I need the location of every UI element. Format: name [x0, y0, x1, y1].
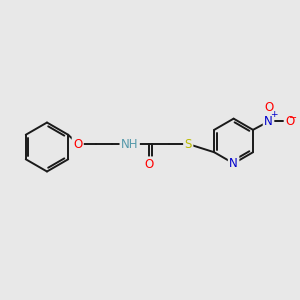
Text: −: − [289, 113, 297, 124]
Text: NH: NH [121, 137, 138, 151]
Text: O: O [144, 158, 153, 171]
Text: S: S [184, 137, 192, 151]
Text: +: + [270, 110, 278, 119]
Text: O: O [73, 137, 83, 151]
Text: O: O [264, 100, 273, 114]
Text: O: O [286, 115, 295, 128]
Text: N: N [229, 157, 238, 170]
Text: N: N [264, 115, 273, 128]
